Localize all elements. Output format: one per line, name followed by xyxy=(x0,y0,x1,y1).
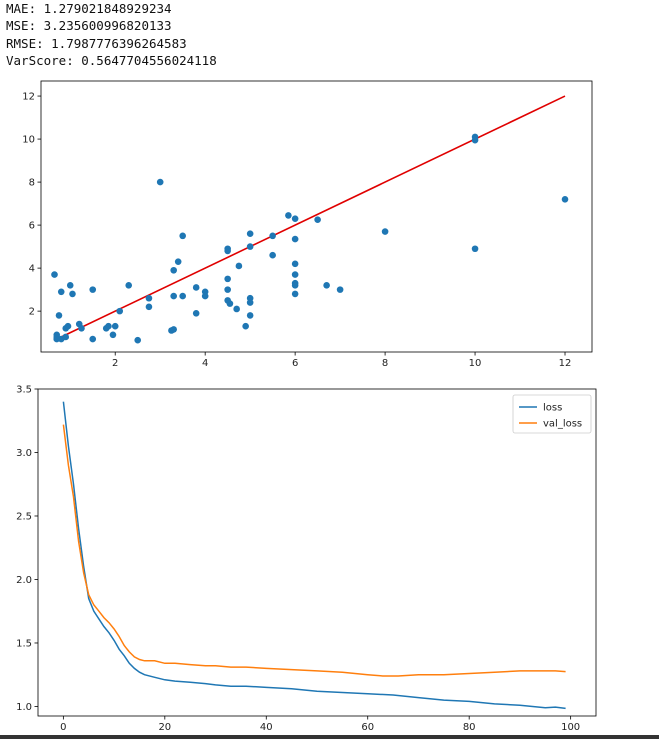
scatter-point xyxy=(246,299,254,306)
series-line-loss xyxy=(62,401,566,710)
scatter-point xyxy=(179,232,186,240)
scatter-point xyxy=(105,322,112,330)
scatter-point xyxy=(89,286,97,293)
scatter-point xyxy=(471,245,479,253)
scatter-point xyxy=(145,303,153,311)
scatter-point xyxy=(62,333,70,341)
varscore-text: VarScore: 0.5647704556024118 xyxy=(6,52,217,68)
scatter-point xyxy=(89,335,97,343)
scatter-point xyxy=(269,232,276,240)
series-line-val_loss xyxy=(62,424,566,677)
y-tick-label: 10 xyxy=(22,135,35,146)
scatter-point xyxy=(246,230,254,238)
x-tick-label: 80 xyxy=(463,722,476,732)
x-tick-label: 8 xyxy=(382,358,388,369)
scatter-point xyxy=(111,322,119,330)
y-tick-label: 6 xyxy=(29,221,35,232)
y-tick-label: 4 xyxy=(29,264,35,275)
scatter-point xyxy=(170,292,177,300)
mse-text: MSE: 3.235600996820133 xyxy=(6,18,172,34)
scatter-point xyxy=(226,300,234,307)
legend-label-loss: loss xyxy=(543,403,562,414)
reference-line xyxy=(56,95,566,340)
scatter-point xyxy=(269,251,276,259)
scatter-point xyxy=(69,290,76,298)
prediction-scatter-chart: 2 4 6 8 10 12 2 4 6 8 10 12 xyxy=(22,80,593,369)
scatter-point xyxy=(201,292,209,300)
scatter-point xyxy=(246,312,254,319)
y-tick-label: 3.0 xyxy=(16,448,32,459)
legend: loss val_loss xyxy=(512,394,592,434)
scatter-point xyxy=(51,271,58,278)
scatter-point xyxy=(116,307,124,315)
scatter-point xyxy=(125,282,133,289)
x-tick-label: 0 xyxy=(60,722,66,732)
y-tick-label: 3.5 xyxy=(16,385,32,396)
scatter-point xyxy=(336,286,344,293)
scatter-point xyxy=(78,325,85,332)
scatter-point xyxy=(134,336,142,344)
y-tick-label: 12 xyxy=(22,92,35,103)
scatter-point xyxy=(471,136,479,144)
scatter-point xyxy=(145,294,153,302)
x-tick-label: 40 xyxy=(260,722,273,732)
scatter-point xyxy=(561,195,569,203)
x-tick-label: 20 xyxy=(158,722,171,732)
scatter-point xyxy=(224,247,231,255)
scatter-point xyxy=(224,275,231,283)
scatter-point xyxy=(233,305,240,313)
y-tick-label: 1.0 xyxy=(16,702,32,713)
rmse-text: RMSE: 1.7987776396264583 xyxy=(6,35,187,51)
scatter-point xyxy=(291,235,299,243)
scatter-point xyxy=(291,215,299,222)
scatter-point xyxy=(64,322,72,330)
scatter-point xyxy=(224,286,231,293)
scatter-point xyxy=(57,288,65,296)
scatter-point xyxy=(235,262,243,270)
scatter-point xyxy=(156,178,164,186)
x-tick-label: 6 xyxy=(292,358,298,369)
scatter-point xyxy=(291,260,299,268)
x-tick-label: 4 xyxy=(202,358,208,369)
scatter-point xyxy=(66,282,74,289)
scatter-point xyxy=(170,326,177,333)
scatter-point xyxy=(323,282,330,289)
horizontal-scrollbar[interactable] xyxy=(0,735,659,739)
x-tick-label: 12 xyxy=(559,358,572,369)
scatter-point xyxy=(170,266,177,274)
scatter-point xyxy=(174,258,182,265)
y-tick-label: 1.5 xyxy=(16,638,32,649)
scatter-point xyxy=(55,312,63,319)
scatter-point xyxy=(291,282,299,289)
y-tick-label: 2.5 xyxy=(16,511,32,522)
y-tick-label: 8 xyxy=(29,178,35,189)
y-tick-label: 2.0 xyxy=(16,575,32,586)
legend-label-val_loss: val_loss xyxy=(543,419,582,430)
loss-line-chart: 0 20 40 60 80 100 1.0 1.5 2.0 2.5 3.0 3.5 loss val_lo… xyxy=(16,385,597,732)
scatter-point xyxy=(291,271,299,278)
x-tick-label: 10 xyxy=(469,358,482,369)
scatter-point xyxy=(179,292,186,300)
plot-frame xyxy=(40,80,593,353)
scatter-point xyxy=(285,212,292,219)
scatter-point xyxy=(192,284,200,291)
scatter-point xyxy=(291,290,299,298)
x-tick-label: 2 xyxy=(112,358,118,369)
x-tick-label: 60 xyxy=(361,722,374,732)
scatter-point xyxy=(314,216,321,224)
metrics-output: MAE: 1.279021848929234 MSE: 3.23560099682… xyxy=(6,0,217,69)
scatter-point xyxy=(192,309,200,317)
scatter-point xyxy=(109,331,117,339)
scatter-point xyxy=(246,243,254,250)
x-tick-label: 100 xyxy=(561,722,580,732)
y-tick-label: 2 xyxy=(29,307,35,318)
plot-frame xyxy=(37,388,597,717)
scatter-point xyxy=(242,322,249,330)
scatter-point xyxy=(381,228,389,235)
mae-text: MAE: 1.279021848929234 xyxy=(6,1,172,16)
